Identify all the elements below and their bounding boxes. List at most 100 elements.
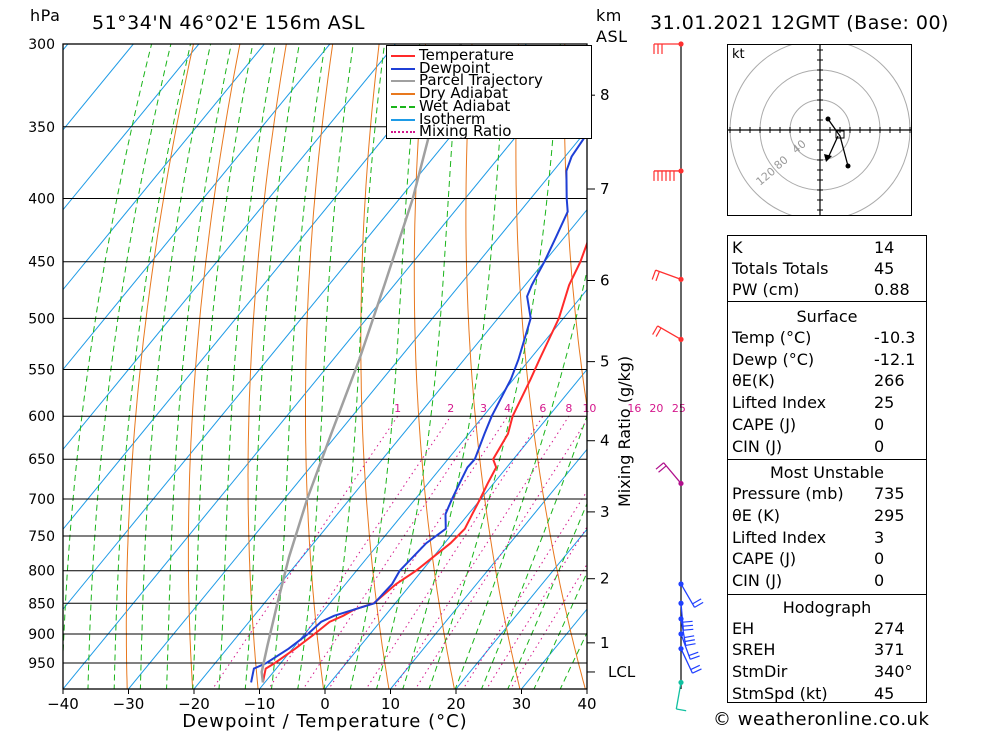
wind-barb-flag [658,465,667,473]
y-tick-label: 550 [28,363,55,379]
surface-label: Lifted Index [732,393,827,413]
legend-entry: Parcel Trajectory [419,71,543,90]
x-tick-label: 30 [512,695,531,713]
surface-title: Surface [796,307,858,326]
surface-value: -10.3 [874,328,916,347]
index-row-tt: Totals Totals 45 [732,258,922,279]
most-unstable-row: θE (K) 295 [732,505,922,526]
km-tick-label: 1 [600,634,610,652]
surface-label: Dewp (°C) [732,349,815,369]
dry-adiabat-line [247,44,287,689]
surface-label: Temp (°C) [732,328,812,347]
most-unstable-label: Pressure (mb) [732,484,844,504]
wind-profile-column [651,41,704,712]
x-tick-label: −30 [113,695,145,713]
footer-credit: © weatheronline.co.uk [713,709,930,730]
isotherm-line [193,208,587,689]
isotherm-line [63,44,266,291]
surface-value: 0 [874,414,885,434]
surface-label: CIN (J) [732,436,783,456]
legend-swatch [391,118,415,121]
surface-value: 266 [874,371,905,391]
index-value: 14 [874,238,895,257]
wind-barb-flag [682,624,694,627]
legend-entry: Mixing Ratio [419,122,512,141]
most-unstable-label: CIN (J) [732,571,783,590]
mixing-ratio-label: 16 [627,402,641,415]
wet-adiabat-line [166,44,232,689]
hodograph-ring-label: 40 [790,137,809,156]
y-tick-label: 950 [28,656,55,672]
legend: Temperature Dewpoint Parcel Trajectory Dry … [386,45,592,139]
location-title: 51°34'N 46°02'E 156m ASL [92,12,365,34]
hodograph-panel: 40 80 120 kt [727,39,912,221]
dry-adiabat-line [976,7,1000,691]
surface-value: 25 [874,393,895,413]
x-tick-label: 10 [381,695,400,713]
hodograph-stats-row: EH 274 [732,618,922,639]
surface-row: CAPE (J) 0 [732,414,922,435]
legend-entry: Wet Adiabat [419,96,511,115]
wet-adiabat-line [349,44,421,689]
mixing-ratio-label: 10 [582,402,596,415]
storm-motion-arrowhead [824,154,832,162]
most-unstable-row: Lifted Index 3 [732,527,922,548]
km-tick-label: 8 [600,86,610,104]
wind-barb-flag [676,708,687,712]
km-tick-label: 4 [600,432,610,450]
isotherm-line [389,448,587,689]
hodograph-stats-row: StmSpd (kt) 45 [732,683,922,704]
legend-swatch [391,67,415,70]
temperature-profile [261,240,587,683]
y-tick-label: 400 [28,191,55,207]
parcel-trajectory-profile [260,44,463,683]
legend-entry: Isotherm [419,109,486,128]
y-tick-label: 300 [28,37,55,53]
wind-barb-shaft [675,682,682,710]
indices-table: K 14 Totals Totals 45 PW (cm) 0.88 [727,235,927,302]
storm-motion-vector [827,135,839,159]
km-tick-label: 7 [600,180,610,198]
wet-adiabat-line [87,44,172,689]
isotherm-line [63,44,200,211]
hodograph-marker [835,130,845,139]
legend-swatch [391,55,415,57]
axes: 3003504004505005506006507007508008509009… [28,37,636,713]
most-unstable-value: 0 [874,571,885,590]
mixing-ratio-label: 4 [504,402,511,415]
wind-barb-flag [655,327,662,337]
plot-frame [62,43,588,690]
wet-adiabat-line [297,44,354,689]
x-tick-label: 0 [320,695,330,713]
wind-barb-flag [655,271,660,282]
wind-barb-flag [694,601,704,608]
divider [728,593,926,595]
x-axis-label: Dewpoint / Temperature (°C) [182,711,467,732]
profile-lines [250,44,587,683]
asl-unit-label: ASL [596,27,628,46]
dry-adiabat-line [930,7,1000,691]
wet-adiabat-line [244,44,300,689]
most-unstable-label: Lifted Index [732,527,827,547]
wind-barb-flag [655,462,665,470]
y-tick-label: 700 [28,492,55,508]
y-tick-label: 450 [28,255,55,271]
mixing-ratio-line [509,563,587,689]
dewpoint-profile [250,72,587,683]
divider [728,459,926,461]
most-unstable-label: CAPE (J) [732,549,797,569]
wet-adiabat-line [218,44,276,689]
hodograph-stats-label: StmSpd (kt) [732,683,828,703]
wet-adiabat-line [139,44,212,689]
x-tick-label: −20 [178,695,210,713]
surface-row: θE(K) 266 [732,370,922,391]
legend-swatch [391,93,415,96]
legend-entry: Temperature [419,46,515,64]
mixing-ratio-axis-label: Mixing Ratio (g/kg) [615,356,634,507]
wet-adiabat-line [402,44,508,689]
hodograph-point [845,163,851,169]
y-tick-label: 750 [28,529,55,545]
km-unit-label: km [596,6,622,25]
hodograph-stats-value: 45 [874,683,895,703]
